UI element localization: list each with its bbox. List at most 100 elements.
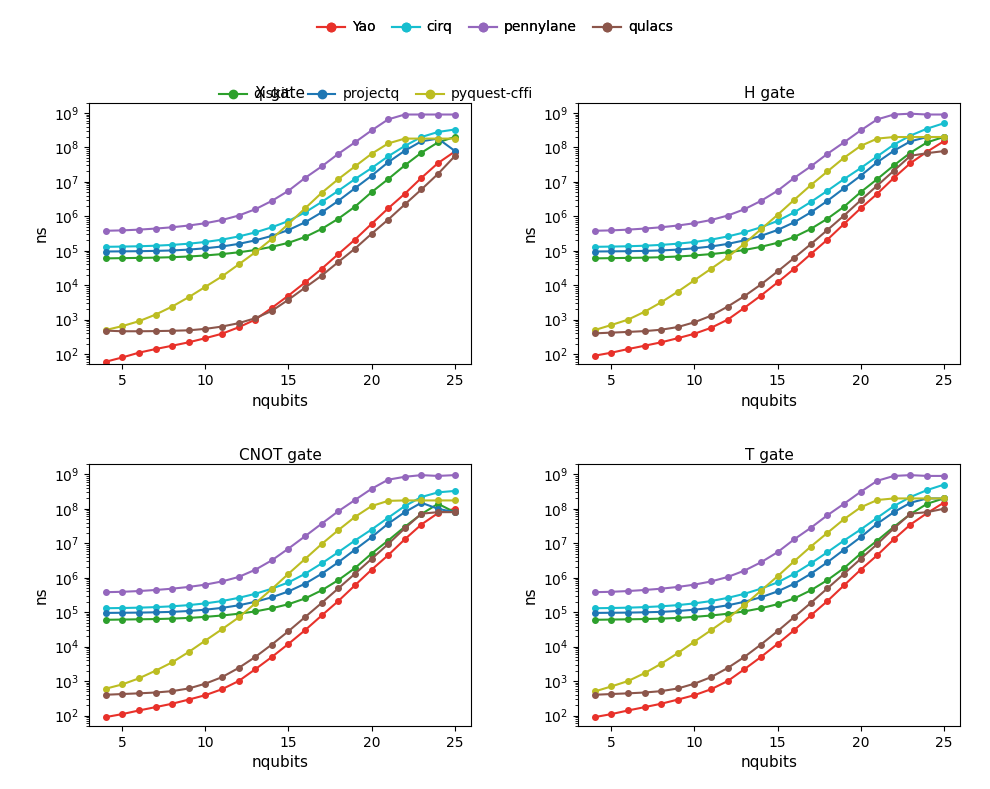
qiskit bbox=[771, 238, 783, 248]
cirq bbox=[755, 584, 767, 593]
qulacs bbox=[854, 554, 866, 563]
pyquest-cffi bbox=[133, 674, 145, 683]
qiskit bbox=[382, 536, 394, 545]
projectq bbox=[938, 494, 949, 503]
projectq bbox=[399, 146, 411, 155]
projectq bbox=[448, 507, 460, 517]
cirq bbox=[854, 525, 866, 534]
cirq bbox=[448, 486, 460, 495]
qiskit bbox=[805, 585, 817, 595]
qiskit bbox=[316, 224, 328, 234]
pennylane bbox=[589, 588, 601, 597]
qiskit bbox=[606, 615, 618, 624]
Yao bbox=[622, 344, 634, 353]
projectq bbox=[365, 171, 377, 181]
projectq bbox=[299, 218, 311, 227]
pyquest-cffi bbox=[316, 540, 328, 549]
Yao bbox=[905, 159, 917, 168]
pennylane bbox=[905, 109, 917, 118]
Yao bbox=[771, 639, 783, 649]
Yao bbox=[655, 699, 667, 709]
Yao bbox=[448, 504, 460, 514]
Yao bbox=[639, 341, 650, 350]
Line: pennylane: pennylane bbox=[103, 473, 457, 595]
pennylane bbox=[365, 125, 377, 135]
Yao bbox=[399, 189, 411, 199]
projectq bbox=[689, 605, 701, 615]
projectq bbox=[282, 226, 294, 235]
Yao bbox=[416, 173, 428, 182]
projectq bbox=[333, 196, 345, 206]
pennylane bbox=[266, 196, 278, 206]
qulacs bbox=[672, 684, 684, 694]
qulacs bbox=[705, 672, 717, 682]
projectq bbox=[822, 196, 834, 206]
Yao bbox=[854, 204, 866, 213]
Yao bbox=[233, 676, 245, 686]
cirq bbox=[871, 151, 883, 161]
pennylane bbox=[722, 211, 734, 220]
Line: cirq: cirq bbox=[592, 482, 946, 611]
pyquest-cffi bbox=[299, 204, 311, 213]
Line: projectq: projectq bbox=[592, 134, 946, 254]
qulacs bbox=[316, 271, 328, 280]
pyquest-cffi bbox=[771, 571, 783, 581]
qiskit bbox=[771, 600, 783, 609]
Line: qulacs: qulacs bbox=[592, 506, 946, 697]
pyquest-cffi bbox=[589, 325, 601, 335]
qiskit bbox=[655, 252, 667, 262]
qulacs bbox=[689, 679, 701, 688]
pennylane bbox=[432, 471, 444, 481]
qiskit bbox=[854, 549, 866, 559]
pyquest-cffi bbox=[266, 585, 278, 594]
Line: pennylane: pennylane bbox=[592, 473, 946, 595]
cirq bbox=[299, 569, 311, 578]
qiskit bbox=[839, 563, 850, 573]
qulacs bbox=[705, 311, 717, 320]
Yao bbox=[117, 353, 129, 362]
projectq bbox=[655, 607, 667, 616]
qulacs bbox=[655, 686, 667, 696]
pyquest-cffi bbox=[622, 676, 634, 686]
Yao bbox=[216, 685, 228, 694]
pennylane bbox=[622, 586, 634, 596]
Yao bbox=[365, 565, 377, 574]
Yao bbox=[282, 639, 294, 649]
cirq bbox=[249, 589, 261, 599]
qiskit bbox=[117, 253, 129, 263]
qiskit bbox=[117, 615, 129, 624]
pennylane bbox=[199, 219, 211, 228]
Yao bbox=[316, 611, 328, 620]
cirq bbox=[805, 559, 817, 568]
qiskit bbox=[432, 499, 444, 508]
pyquest-cffi bbox=[117, 679, 129, 689]
projectq bbox=[382, 519, 394, 529]
projectq bbox=[183, 606, 195, 615]
Yao bbox=[672, 695, 684, 705]
qulacs bbox=[382, 540, 394, 549]
pyquest-cffi bbox=[921, 133, 933, 142]
qiskit bbox=[672, 613, 684, 623]
Y-axis label: ns: ns bbox=[34, 225, 49, 242]
qulacs bbox=[805, 239, 817, 249]
qiskit bbox=[639, 615, 650, 624]
Yao bbox=[249, 664, 261, 674]
qiskit bbox=[183, 252, 195, 261]
Yao bbox=[655, 338, 667, 347]
pyquest-cffi bbox=[606, 320, 618, 330]
projectq bbox=[639, 608, 650, 617]
qulacs bbox=[166, 686, 178, 696]
pennylane bbox=[333, 149, 345, 159]
qulacs bbox=[839, 569, 850, 578]
pyquest-cffi bbox=[166, 657, 178, 667]
cirq bbox=[839, 536, 850, 545]
qiskit bbox=[282, 238, 294, 248]
pyquest-cffi bbox=[622, 315, 634, 324]
cirq bbox=[888, 501, 900, 510]
Title: CNOT gate: CNOT gate bbox=[239, 448, 322, 463]
pyquest-cffi bbox=[432, 134, 444, 144]
pyquest-cffi bbox=[606, 682, 618, 691]
pennylane bbox=[233, 572, 245, 581]
Yao bbox=[938, 498, 949, 507]
Yao bbox=[672, 334, 684, 343]
